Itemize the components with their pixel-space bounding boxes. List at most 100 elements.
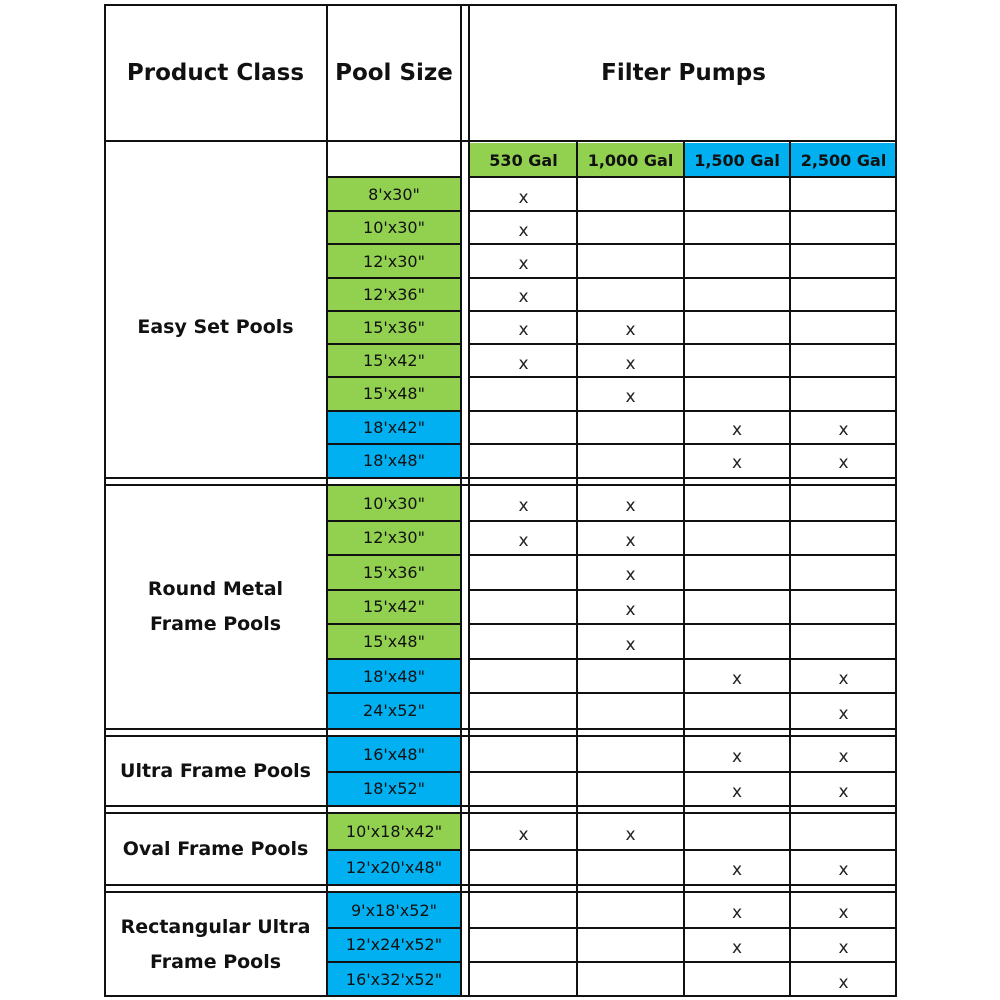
compatibility-cell: x [731, 937, 743, 958]
compatibility-cell [577, 281, 684, 314]
product-class-label: Rectangular Ultra Frame Pools [120, 916, 311, 973]
pool-size-cell: 12'x20'x48" [327, 849, 461, 885]
compatibility-cell: x [518, 824, 529, 845]
compatibility-cell: x [838, 669, 849, 690]
compatibility-cell: x [518, 320, 529, 341]
compatibility-cell [577, 775, 684, 810]
compatibility-cell [470, 447, 577, 480]
compatibility-cell: x [731, 420, 743, 441]
pool-size-cell: 18'x42" [327, 410, 461, 444]
compatibility-cell [684, 696, 790, 731]
compatibility-cell: x [518, 254, 529, 275]
pool-size-cell: 8'x30" [327, 178, 461, 212]
compatibility-cell: x [838, 937, 849, 958]
compatibility-cell [684, 489, 790, 524]
compatibility-cell [470, 896, 577, 931]
compatibility-cell [577, 696, 684, 731]
row-divider [327, 410, 461, 412]
compatibility-cell [470, 558, 577, 593]
compatibility-cell [470, 740, 577, 775]
compatibility-cell [790, 281, 897, 314]
compatibility-cell [470, 627, 577, 662]
group-separator [104, 735, 897, 737]
compatibility-cell: x [625, 386, 636, 407]
row-divider [327, 589, 461, 591]
table-border [104, 4, 897, 6]
compatibility-cell [684, 817, 790, 853]
compatibility-cell [790, 627, 897, 662]
header-divider [104, 140, 897, 142]
compatibility-cell: x [625, 320, 636, 341]
pool-size-cell: 18'x48" [327, 658, 461, 694]
compatibility-cell [684, 247, 790, 280]
pool-size-cell: 15'x42" [327, 589, 461, 625]
row-divider [327, 623, 461, 625]
header-pool-size: Pool Size [335, 59, 453, 86]
compatibility-cell: x [838, 420, 849, 441]
compatibility-cell: x [731, 669, 743, 690]
pool-size-cell: 10'x30" [327, 486, 461, 521]
compatibility-cell: x [625, 565, 636, 586]
product-class-label: Easy Set Pools [137, 316, 294, 338]
pool-size-cell: 15'x48" [327, 377, 461, 411]
compatibility-cell [790, 817, 897, 853]
pool-size-cell: 18'x52" [327, 771, 461, 806]
compatibility-cell [577, 447, 684, 480]
compatibility-cell [790, 524, 897, 559]
compatibility-cell [470, 380, 577, 413]
compatibility-cell [470, 414, 577, 447]
row-divider [327, 210, 461, 212]
compatibility-cell: x [625, 634, 636, 655]
compatibility-cell: x [625, 496, 636, 517]
compatibility-cell: x [625, 353, 636, 374]
header-filter-pumps: Filter Pumps [601, 59, 766, 86]
compatibility-cell: x [731, 903, 743, 924]
compatibility-cell: x [625, 824, 636, 845]
row-divider [327, 277, 461, 279]
row-divider [327, 310, 461, 312]
row-divider [327, 376, 461, 378]
compatibility-cell [470, 696, 577, 731]
product-class-label: Oval Frame Pools [122, 838, 309, 860]
compatibility-cell: x [518, 530, 529, 551]
compatibility-cell [470, 853, 577, 889]
column-divider [576, 141, 578, 997]
group-separator [104, 891, 897, 893]
compatibility-cell: x [625, 599, 636, 620]
compatibility-cell: x [625, 530, 636, 551]
compatibility-cell: x [518, 220, 529, 241]
compatibility-cell: x [731, 747, 743, 768]
pool-size-cell: 12'x24'x52" [327, 927, 461, 963]
row-divider [327, 961, 461, 963]
row-divider [327, 520, 461, 522]
group-separator [104, 484, 897, 486]
compatibility-cell [577, 740, 684, 775]
pool-size-cell: 10'x18'x42" [327, 814, 461, 850]
column-divider [789, 141, 791, 997]
compatibility-cell [577, 247, 684, 280]
compatibility-cell [577, 414, 684, 447]
compatibility-cell [790, 247, 897, 280]
row-divider [327, 176, 461, 178]
compatibility-cell [790, 380, 897, 413]
column-divider [326, 4, 328, 997]
compatibility-cell [684, 380, 790, 413]
compatibility-cell [684, 524, 790, 559]
compatibility-cell: x [838, 860, 849, 881]
group-separator [104, 812, 897, 814]
group-separator [104, 728, 897, 730]
pool-size-cell: 16'x32'x52" [327, 962, 461, 997]
pool-size-cell: 15'x36" [327, 310, 461, 345]
row-divider [327, 443, 461, 445]
compatibility-cell [684, 281, 790, 314]
column-divider [683, 141, 685, 997]
compatibility-cell: x [518, 353, 529, 374]
pool-size-cell: 24'x52" [327, 693, 461, 728]
table-border [104, 995, 897, 997]
pool-size-cell: 15'x36" [327, 555, 461, 590]
pool-size-cell: 10'x30" [327, 211, 461, 245]
row-divider [327, 927, 461, 929]
row-divider [327, 554, 461, 556]
column-divider [468, 4, 470, 997]
pool-size-cell: 12'x30" [327, 244, 461, 278]
